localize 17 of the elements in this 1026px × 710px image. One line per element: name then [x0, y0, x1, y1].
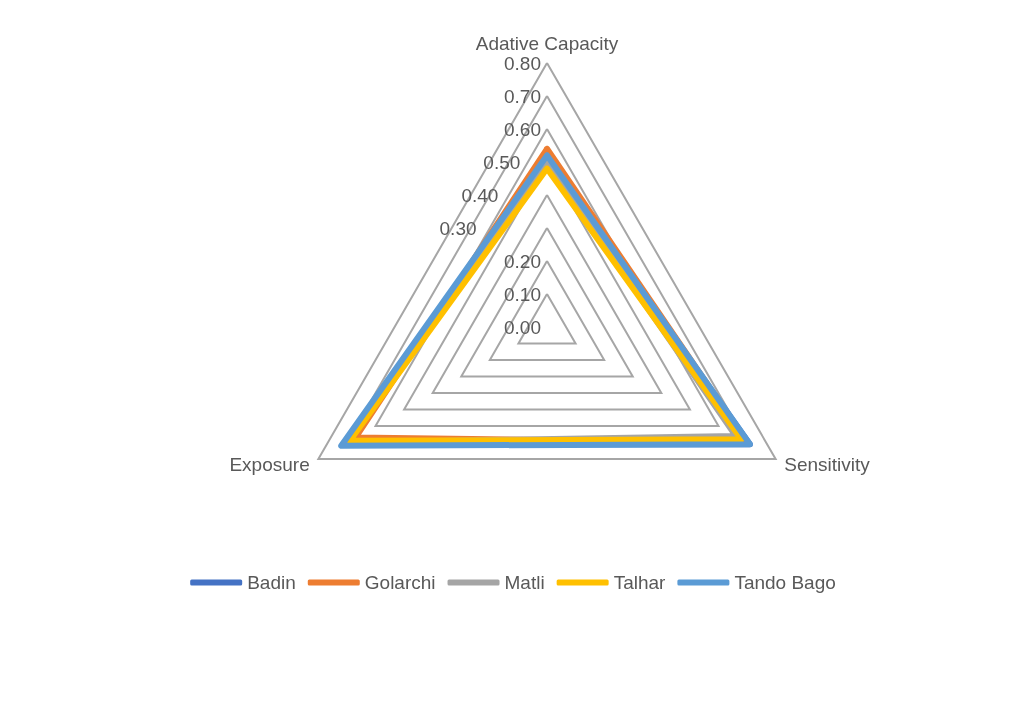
y-tick-label: 0.10 — [504, 283, 541, 305]
y-tick-label: 0.60 — [504, 118, 541, 140]
y-tick-label: 0.20 — [504, 250, 541, 272]
legend-label: Badin — [247, 572, 296, 593]
legend-label: Golarchi — [364, 572, 436, 593]
spoke-label: Adative Capacity — [475, 33, 619, 54]
y-tick-label: 0.30 — [439, 217, 477, 239]
y-tick-label: 0.40 — [461, 184, 499, 206]
y-tick-label: 0.50 — [483, 151, 521, 173]
y-tick-label: 0.70 — [504, 85, 541, 107]
legend-label: Talhar — [613, 572, 667, 593]
spoke-label: Exposure — [229, 453, 310, 475]
spoke-label: Sensitivity — [784, 453, 871, 475]
y-tick-label: 0.80 — [504, 52, 541, 74]
y-tick-label: 0.00 — [504, 316, 541, 338]
legend-label: Matli — [504, 572, 545, 593]
legend-label: Tando Bago — [734, 572, 836, 593]
